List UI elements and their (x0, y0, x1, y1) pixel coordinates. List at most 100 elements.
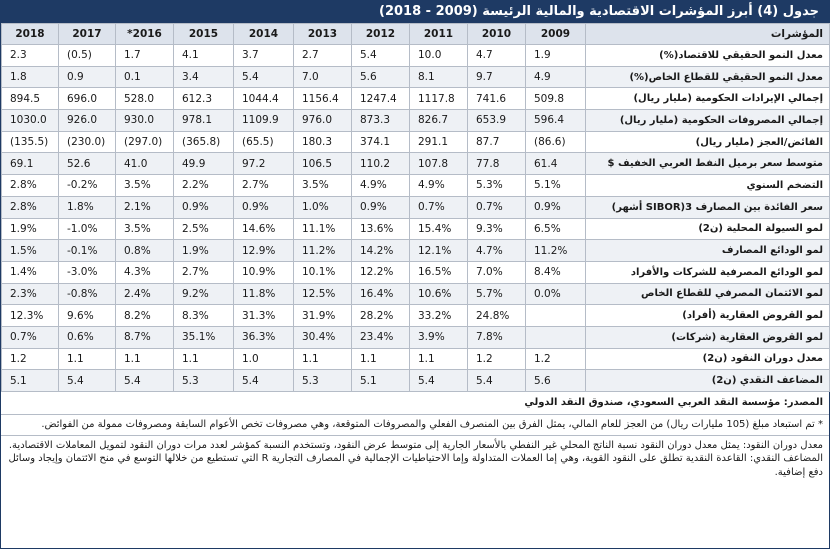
value-cell: 4.3% (115, 260, 174, 284)
value-cell: (297.0) (115, 130, 174, 154)
indicator-label: لمو القروض العقارية (شركات) (585, 325, 830, 349)
value-cell: 3.9% (409, 325, 468, 349)
table-row: 2.8% 1.8% 2.1% 0.9% 0.9% 1.0% 0.9% 0.7% 0.7% 0.9%… (1, 195, 830, 219)
table-row: 1.2 1.1 1.1 1.1 1.0 1.1 1.1 1.1 1.2 1.2 معدل دوران… (1, 347, 830, 371)
year-header: 2017 (58, 23, 116, 45)
value-cell: 33.2% (409, 304, 468, 327)
value-cell: 5.4 (233, 369, 294, 392)
indicator-label: معدل النمو الحقيقي للقطاع الخاص(%) (585, 65, 830, 89)
value-cell: 894.5 (1, 87, 59, 111)
table-row: 1.9% -1.0% 3.5% 2.5% 14.6% 11.1% 13.6% 15.4% 9.3… (1, 217, 830, 241)
value-cell: 2.7% (173, 260, 234, 284)
table-row: 2.3% -0.8% 2.4% 9.2% 11.8% 12.5% 16.4% 10.6% 5.7… (1, 282, 830, 306)
value-cell: 1.1 (293, 347, 352, 371)
indicator-label: سعر الفائدة بين المصارف 3(SIBOR أشهر) (585, 195, 830, 219)
value-cell: 9.2% (173, 282, 234, 306)
value-cell: 291.1 (409, 130, 468, 154)
value-cell: 653.9 (467, 109, 526, 132)
table-row: (135.5) (230.0) (297.0) (365.8) (65.5) 180.3 3… (1, 130, 830, 154)
value-cell: 1156.4 (293, 87, 352, 111)
value-cell: 3.5% (115, 174, 174, 197)
value-cell: 11.2% (293, 239, 352, 262)
table-row: 1.5% -0.1% 0.8% 1.9% 12.9% 11.2% 14.2% 12.1% 4.7… (1, 239, 830, 262)
value-cell: 528.0 (115, 87, 174, 111)
value-cell: 1030.0 (1, 109, 59, 132)
year-header: *2016 (115, 23, 174, 45)
header-row: 2018 2017 *2016 2015 2014 2013 2012 2011 2010 200… (1, 23, 830, 45)
value-cell: 0.7% (409, 195, 468, 219)
year-header: 2011 (409, 23, 468, 45)
value-cell: 0.8% (115, 239, 174, 262)
indicator-header: المؤشرات (585, 23, 830, 45)
value-cell: 8.7% (115, 325, 174, 349)
value-cell: 1.0% (293, 195, 352, 219)
value-cell: 374.1 (351, 130, 410, 154)
table-row: 5.1 5.4 5.4 5.3 5.4 5.3 5.1 5.4 5.4 5.6 المضاعف ال… (1, 369, 830, 392)
value-cell: 1.9% (1, 217, 59, 241)
value-cell: -1.0% (58, 217, 116, 241)
value-cell: 16.4% (351, 282, 410, 306)
value-cell: 1.8% (58, 195, 116, 219)
value-cell: (0.5) (58, 44, 116, 67)
value-cell: 10.6% (409, 282, 468, 306)
value-cell: 2.7 (293, 44, 352, 67)
value-cell: 1.9% (173, 239, 234, 262)
value-cell: 2.4% (115, 282, 174, 306)
value-cell: 1.8 (1, 65, 59, 89)
table-row: 1030.0 926.0 930.0 978.1 1109.9 976.0 873.3 826… (1, 109, 830, 132)
value-cell: 69.1 (1, 152, 59, 176)
table-row: 2.8% -0.2% 3.5% 2.2% 2.7% 3.5% 4.9% 4.9% 5.3% 5.1… (1, 174, 830, 197)
value-cell: 0.9 (58, 65, 116, 89)
value-cell: 10.0 (409, 44, 468, 67)
value-cell: 9.3% (467, 217, 526, 241)
value-cell: 87.7 (467, 130, 526, 154)
value-cell: 5.3 (173, 369, 234, 392)
indicator-label: الفائض/العجز (مليار ريال) (585, 130, 830, 154)
value-cell: 1.2 (1, 347, 59, 371)
value-cell: 0.7% (467, 195, 526, 219)
value-cell: 5.6 (525, 369, 586, 392)
value-cell: -0.1% (58, 239, 116, 262)
value-cell: 31.9% (293, 304, 352, 327)
value-cell: 6.5% (525, 217, 586, 241)
indicator-label: التضخم السنوي (585, 174, 830, 197)
value-cell: 926.0 (58, 109, 116, 132)
indicator-label: المضاعف النقدي (ن2) (585, 369, 830, 392)
indicator-label: لمو الودائع المصرفية للشركات والأفراد (585, 260, 830, 284)
value-cell: 7.8% (467, 325, 526, 349)
value-cell: 1117.8 (409, 87, 468, 111)
value-cell: 4.9% (409, 174, 468, 197)
value-cell: 12.3% (1, 304, 59, 327)
value-cell: 16.5% (409, 260, 468, 284)
table-row: 1.4% -3.0% 4.3% 2.7% 10.9% 10.1% 12.2% 16.5% 7.0… (1, 260, 830, 284)
value-cell: 1.4% (1, 260, 59, 284)
table-row: 69.1 52.6 41.0 49.9 97.2 106.5 110.2 107.8 77.8 6… (1, 152, 830, 176)
year-header: 2012 (351, 23, 410, 45)
value-cell: 2.3 (1, 44, 59, 67)
value-cell: 7.0% (467, 260, 526, 284)
value-cell: 3.5% (115, 217, 174, 241)
indicator-label: إجمالي الإيرادات الحكومية (مليار ريال) (585, 87, 830, 111)
value-cell: 97.2 (233, 152, 294, 176)
value-cell: 28.2% (351, 304, 410, 327)
value-cell: 0.7% (1, 325, 59, 349)
indicator-label: معدل دوران النقود (ن2) (585, 347, 830, 371)
indicators-table: 2018 2017 *2016 2015 2014 2013 2012 2011 2010 200… (1, 23, 830, 392)
value-cell: 12.1% (409, 239, 468, 262)
table-row: 12.3% 9.6% 8.2% 8.3% 31.3% 31.9% 28.2% 33.2% 24.… (1, 304, 830, 327)
value-cell: 1.7 (115, 44, 174, 67)
value-cell: 1.2 (467, 347, 526, 371)
value-cell: 2.3% (1, 282, 59, 306)
value-cell: 509.8 (525, 87, 586, 111)
value-cell: -3.0% (58, 260, 116, 284)
year-header: 2018 (1, 23, 59, 45)
value-cell: 77.8 (467, 152, 526, 176)
value-cell: 8.1 (409, 65, 468, 89)
table-row: 1.8 0.9 0.1 3.4 5.4 7.0 5.6 8.1 9.7 4.9 معدل النمو… (1, 65, 830, 89)
value-cell: 5.7% (467, 282, 526, 306)
indicator-label: متوسط سعر برميل النفط العربي الخفيف $ (585, 152, 830, 176)
value-cell: 930.0 (115, 109, 174, 132)
value-cell: 41.0 (115, 152, 174, 176)
value-cell: 873.3 (351, 109, 410, 132)
value-cell: -0.2% (58, 174, 116, 197)
